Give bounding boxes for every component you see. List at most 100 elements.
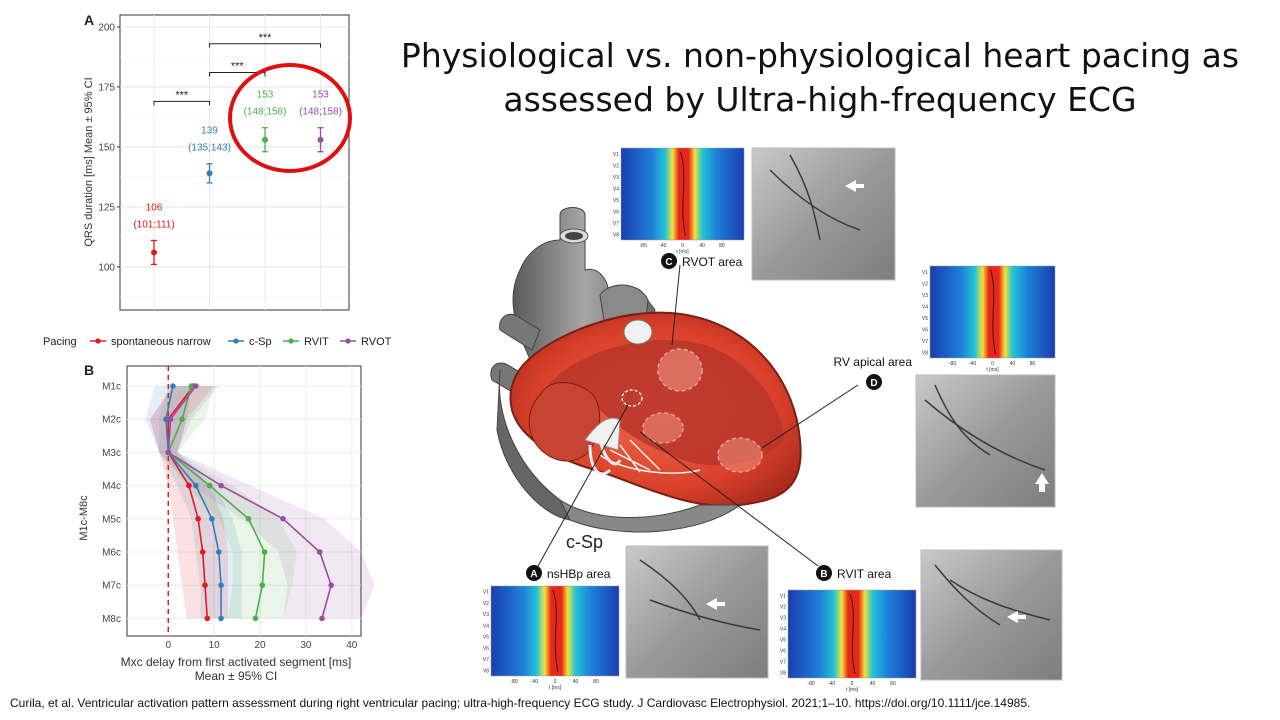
heatmap-image (929, 265, 1056, 359)
series-point (195, 516, 201, 522)
heatmap-lead-label: V8 (613, 232, 619, 238)
y-tick-label: 100 (98, 262, 115, 273)
panel-a-plot-area (119, 14, 350, 311)
heatmap-x-tick: 80 (890, 681, 896, 687)
callout-c-text: RVOT area (682, 255, 743, 269)
heatmap-lead-label: V2 (483, 601, 489, 607)
data-label-mean: 106 (146, 202, 163, 213)
data-label-ci: (148;158) (299, 107, 342, 118)
heatmap-x-tick: 0 (554, 679, 557, 685)
callout-d-letter: D (870, 378, 877, 389)
data-label-ci: (101;111) (133, 219, 174, 230)
slide-title-line1: Physiological vs. non-physiological hear… (400, 36, 1240, 75)
heatmap-x-tick: 80 (593, 679, 599, 685)
callout-b: B RVIT area (816, 565, 892, 581)
legend-item-label: spontaneous narrow (111, 336, 211, 348)
y-tick-label: M6c (102, 548, 121, 559)
heatmap-lead-label: V5 (483, 635, 489, 641)
highlight-circle (228, 63, 352, 173)
legend-title: Pacing (43, 336, 77, 348)
series-point (204, 615, 211, 622)
heatmap-x-tick: 40 (573, 679, 579, 685)
heatmap-lead-label: V5 (922, 316, 928, 322)
heatmap-x-tick: -40 (828, 681, 835, 687)
y-tick-label: M7c (102, 581, 121, 592)
heatmap-image (490, 585, 620, 677)
series-point (252, 615, 259, 622)
heart-illustration: c-Sp (490, 207, 802, 552)
panel-a-significance-brackets: *** *** *** (153, 32, 321, 106)
data-label-mean: 139 (201, 126, 218, 137)
heatmap-x-tick: 0 (991, 361, 994, 367)
callout-d: RV apical area D (834, 355, 913, 390)
heatmap-trace (990, 269, 996, 355)
legend-swatch-point (345, 338, 351, 344)
series-point (209, 516, 215, 522)
heatmap-rv-apical: V1 V2 V3 V4 V5 V6 V7 V8 -80 -40 0 40 80 t [ms] (922, 265, 1056, 373)
significance-label: *** (259, 32, 273, 44)
slide-title-line2: assessed by Ultra-high-frequency ECG (503, 80, 1137, 119)
x-tick-label: 20 (254, 640, 266, 651)
panel-b-plot-area (126, 365, 362, 637)
heatmap-lead-label: V8 (483, 668, 489, 674)
heatmap-x-unit: t [ms] (846, 687, 859, 693)
data-label-ci: (135;143) (188, 143, 231, 154)
arrow-marker-icon (1007, 611, 1026, 623)
heatmap-nshbp: V1 V2 V3 V4 V5 V6 V7 V8 -80 -40 0 40 80 t [ms] (483, 585, 620, 691)
arrow-marker-icon (706, 598, 725, 610)
y-tick-label: 125 (98, 202, 115, 213)
heatmap-lead-label: V3 (613, 175, 619, 181)
series-point (188, 383, 195, 389)
mean-point (262, 136, 268, 143)
y-tick-label: 200 (98, 22, 115, 33)
series-point (218, 482, 224, 489)
fluoroscopy-nshbp (625, 545, 769, 679)
series-point (193, 383, 199, 389)
fluoroscopy-rvit (920, 549, 1063, 681)
callout-d-text: RV apical area (834, 355, 913, 369)
heatmap-x-tick: 0 (851, 681, 854, 687)
heatmap-lead-label: V4 (613, 186, 619, 192)
heatmap-x-unit: t [ms] (986, 367, 999, 373)
series-point (165, 449, 172, 456)
heatmap-lead-label: V7 (922, 339, 928, 345)
heatmap-lead-label: V5 (780, 638, 786, 644)
series-point (218, 615, 224, 622)
heatmap-lead-label: V4 (922, 304, 928, 310)
series-point (193, 482, 199, 489)
mean-point (317, 136, 324, 143)
panel-b-series-lines (163, 383, 334, 622)
heatmap-lead-label: V3 (483, 612, 489, 618)
slide-title: Physiological vs. non-physiological hear… (380, 34, 1260, 122)
y-tick-label: 175 (98, 82, 115, 93)
x-tick-label: 10 (209, 640, 221, 651)
panel-a-letter: A (84, 12, 94, 28)
significance-bracket (209, 43, 321, 48)
leader-lines (537, 264, 859, 567)
data-label-mean: 153 (257, 90, 274, 101)
panel-b-y-axis-label: M1c-M8c (78, 495, 90, 541)
heatmap-x-unit: t [ms] (676, 249, 689, 255)
callout-c: C RVOT area (661, 253, 743, 269)
y-tick-label: M4c (102, 481, 121, 492)
legend-item-label: c-Sp (249, 336, 272, 348)
heatmap-lead-label: V2 (780, 605, 786, 611)
heatmap-lead-label: V3 (922, 293, 928, 299)
series-point (170, 383, 176, 389)
heatmap-lead-label: V6 (780, 649, 786, 655)
heatmap-image (620, 147, 745, 241)
series-point (179, 416, 185, 423)
heatmap-trace (849, 593, 856, 675)
heatmap-lead-label: V4 (780, 627, 786, 633)
series-point (261, 549, 268, 555)
callout-a: A nsHBp area (526, 565, 611, 581)
fluoroscopy-rvot (751, 147, 896, 281)
callout-c-letter: C (665, 257, 672, 268)
heatmap-lead-label: V7 (780, 660, 786, 666)
heatmap-x-tick: -80 (510, 679, 517, 685)
series-point (218, 582, 224, 588)
heatmap-lead-label: V1 (780, 594, 786, 600)
series-point (186, 482, 192, 489)
series-point (202, 582, 208, 588)
heatmap-x-tick: 40 (870, 681, 876, 687)
